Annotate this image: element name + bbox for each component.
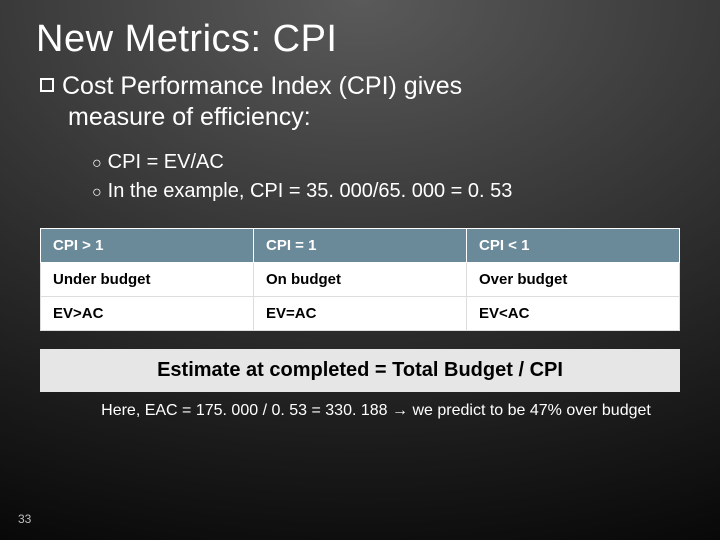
slide-container: New Metrics: CPI Cost Performance Index … xyxy=(0,0,720,540)
example-suffix: we predict to be 47% over budget xyxy=(408,402,651,419)
sub-bullet-group: ○ CPI = EV/AC ○ In the example, CPI = 35. … xyxy=(92,148,684,206)
table-row: Under budget On budget Over budget xyxy=(41,262,680,296)
bullet1-line2: measure of efficiency: xyxy=(68,102,311,133)
sub-b-text: In the example, CPI = 35. 000/65. 000 = … xyxy=(108,180,513,202)
table-row: EV>AC EV=AC EV<AC xyxy=(41,296,680,330)
cpi-table: CPI > 1 CPI = 1 CPI < 1 Under budget On … xyxy=(40,228,680,331)
arrow-icon: → xyxy=(392,402,408,419)
sub-bullet-a: ○ CPI = EV/AC xyxy=(92,148,684,177)
page-number: 33 xyxy=(18,512,31,526)
td-r2c3: EV<AC xyxy=(467,296,680,330)
td-r1c2: On budget xyxy=(254,262,467,296)
table-header-row: CPI > 1 CPI = 1 CPI < 1 xyxy=(41,228,680,262)
th-c2: CPI = 1 xyxy=(254,228,467,262)
slide-title: New Metrics: CPI xyxy=(36,18,684,61)
formula-band: Estimate at completed = Total Budget / C… xyxy=(40,349,680,392)
td-r1c3: Over budget xyxy=(467,262,680,296)
example-line: Here, EAC = 175. 000 / 0. 53 = 330. 188 … xyxy=(36,402,716,420)
bullet-level1: Cost Performance Index (CPI) gives measu… xyxy=(40,71,684,134)
th-c3: CPI < 1 xyxy=(467,228,680,262)
sub-bullet-b: ○ In the example, CPI = 35. 000/65. 000 =… xyxy=(92,177,684,206)
circle-bullet-icon: ○ xyxy=(92,152,102,175)
circle-bullet-icon: ○ xyxy=(92,181,102,204)
td-r2c2: EV=AC xyxy=(254,296,467,330)
td-r1c1: Under budget xyxy=(41,262,254,296)
th-c1: CPI > 1 xyxy=(41,228,254,262)
td-r2c1: EV>AC xyxy=(41,296,254,330)
example-prefix: Here, EAC = 175. 000 / 0. 53 = 330. 188 xyxy=(101,402,392,419)
bullet1-line1: Cost Performance Index (CPI) gives xyxy=(62,72,462,100)
square-bullet-icon xyxy=(40,78,54,92)
sub-a-text: CPI = EV/AC xyxy=(108,151,224,173)
